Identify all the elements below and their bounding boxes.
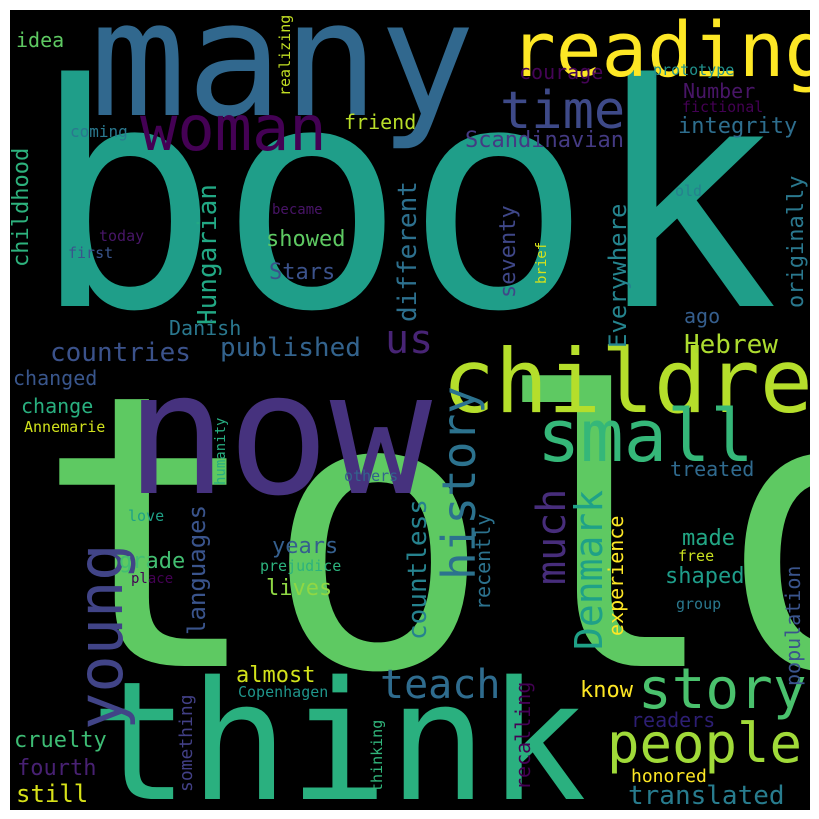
word-cruelty: cruelty bbox=[14, 728, 107, 753]
word-recalling: recalling bbox=[511, 681, 535, 790]
word-told: told bbox=[35, 313, 810, 756]
word-Annemarie: Annemarie bbox=[24, 418, 106, 436]
word-woman: woman bbox=[140, 92, 327, 165]
word-years: years bbox=[272, 534, 339, 559]
word-story: story bbox=[638, 657, 807, 722]
word-fictional: fictional bbox=[682, 98, 764, 116]
word-many: many bbox=[90, 10, 476, 153]
word-courage: courage bbox=[519, 60, 604, 84]
word-Stars: Stars bbox=[269, 260, 336, 285]
word-population: population bbox=[781, 565, 805, 686]
word-friend: friend bbox=[344, 110, 417, 134]
word-different: different bbox=[393, 181, 423, 322]
word-realizing: realizing bbox=[276, 14, 294, 96]
word-shaped: shaped bbox=[665, 564, 745, 589]
word-love: love bbox=[128, 507, 165, 525]
word-still: still bbox=[16, 780, 89, 808]
word-recently: recently bbox=[471, 513, 495, 610]
word-published: published bbox=[220, 333, 361, 363]
word-treated: treated bbox=[670, 457, 755, 481]
word-integrity: integrity bbox=[678, 114, 798, 139]
word-others: others bbox=[344, 467, 399, 485]
word-children: children bbox=[442, 330, 810, 433]
word-countless: countless bbox=[403, 499, 433, 640]
word-originally: originally bbox=[784, 175, 809, 308]
word-prototype: prototype bbox=[653, 61, 735, 79]
word-small: small bbox=[537, 394, 754, 478]
word-ago: ago bbox=[684, 304, 721, 328]
word-coming: coming bbox=[70, 122, 128, 141]
word-cloud: book told many now think children readin… bbox=[10, 10, 810, 810]
word-people: people bbox=[607, 712, 803, 775]
word-Everywhere: Everywhere bbox=[604, 203, 632, 349]
word-now: now bbox=[125, 336, 433, 534]
word-today: today bbox=[99, 227, 145, 245]
word-know: know bbox=[580, 678, 633, 703]
word-lives: lives bbox=[266, 576, 333, 601]
word-honored: honored bbox=[631, 766, 707, 787]
word-childhood: childhood bbox=[10, 147, 34, 267]
word-us: us bbox=[385, 317, 434, 363]
word-much: much bbox=[529, 488, 575, 585]
word-idea: idea bbox=[16, 28, 65, 52]
word-book: book bbox=[32, 19, 779, 380]
word-think: think bbox=[90, 646, 587, 811]
word-readers: readers bbox=[631, 708, 716, 732]
word-became: became bbox=[272, 202, 323, 218]
word-teach: teach bbox=[380, 662, 501, 708]
word-grade: grade bbox=[119, 549, 186, 574]
word-languages: languages bbox=[183, 504, 211, 635]
word-Danish: Danish bbox=[169, 316, 242, 340]
word-showed: showed bbox=[266, 227, 346, 252]
word-brief: brief bbox=[534, 241, 550, 284]
word-Number: Number bbox=[683, 79, 756, 103]
word-prejudice: prejudice bbox=[260, 557, 342, 575]
word-humanity: humanity bbox=[213, 417, 229, 485]
word-group: group bbox=[676, 595, 722, 613]
word-time: time bbox=[500, 81, 626, 141]
word-something: something bbox=[176, 694, 197, 792]
word-changed: changed bbox=[13, 366, 98, 390]
word-change: change bbox=[21, 394, 94, 418]
word-Hebrew: Hebrew bbox=[684, 330, 778, 360]
word-made: made bbox=[682, 526, 735, 551]
word-place: place bbox=[131, 571, 174, 587]
word-old: old bbox=[675, 182, 703, 200]
word-thinking: thinking bbox=[368, 719, 386, 792]
word-Scandinavian: Scandinavian bbox=[465, 128, 624, 153]
word-first: first bbox=[68, 244, 114, 262]
word-Denmark: Denmark bbox=[567, 489, 611, 650]
word-seventy: seventy bbox=[496, 205, 521, 298]
word-reading: reading bbox=[510, 10, 810, 94]
word-free: free bbox=[678, 547, 715, 565]
word-translated: translated bbox=[628, 781, 785, 810]
word-Hungarian: Hungarian bbox=[193, 184, 223, 325]
word-Copenhagen: Copenhagen bbox=[238, 683, 329, 701]
word-almost: almost bbox=[236, 663, 316, 688]
word-experience: experience bbox=[604, 515, 628, 636]
word-fourth: fourth bbox=[17, 756, 97, 781]
word-countries: countries bbox=[50, 338, 191, 368]
